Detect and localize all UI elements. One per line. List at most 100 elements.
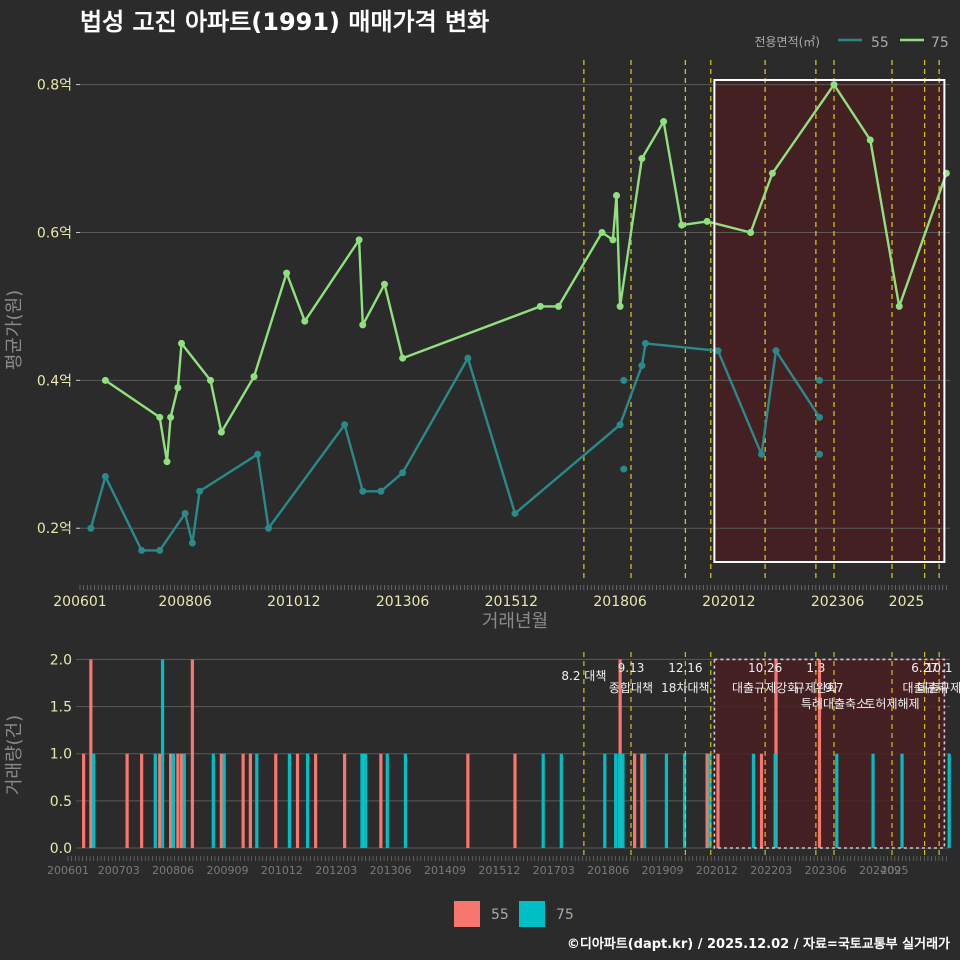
data-point-75 <box>174 384 182 392</box>
bar-y-tick-label: 1.5 <box>50 700 72 716</box>
data-point-75 <box>895 302 903 310</box>
policy-label: 대출규제 <box>917 681 960 695</box>
data-point-55 <box>101 472 109 480</box>
data-point-55 <box>265 524 272 532</box>
bar-55 <box>176 753 180 848</box>
x-tick-label: 201012 <box>267 594 320 610</box>
data-point-55 <box>616 421 624 429</box>
bar-75 <box>255 753 259 848</box>
data-point-55 <box>642 339 649 347</box>
x-tick-label: 200806 <box>158 594 212 610</box>
data-point-55 <box>156 546 164 554</box>
policy-label: 1.3 <box>806 661 825 675</box>
data-point-55 <box>399 469 407 477</box>
data-point-75 <box>163 458 171 466</box>
policy-label: 종합대책 <box>609 680 653 695</box>
bar-75 <box>682 753 687 848</box>
bar-55 <box>817 659 822 848</box>
bar-75 <box>171 753 176 848</box>
bar-55 <box>314 753 318 848</box>
legend: 55 75 55 75 <box>454 35 949 927</box>
data-point-75 <box>703 217 711 225</box>
data-point-75 <box>747 228 755 236</box>
bar-75 <box>403 753 408 848</box>
policy-label: 6.27 <box>911 661 938 675</box>
bar-x-tick-label: 201409 <box>424 864 466 877</box>
bar-75 <box>305 753 310 848</box>
data-point-75 <box>536 302 544 310</box>
bar-x-tick-label: 202409 <box>859 864 901 877</box>
data-point-55 <box>464 354 472 362</box>
bar-75 <box>182 753 186 848</box>
bar-x-tick-label: 201012 <box>261 864 303 877</box>
data-point-55 <box>758 450 765 458</box>
bar-75 <box>360 753 364 848</box>
y-tick-label: 0.8억 <box>37 78 72 94</box>
data-point-75 <box>609 236 617 244</box>
bar-x-tick-label: 202306 <box>805 864 847 877</box>
data-point-55 <box>341 421 349 429</box>
bar-55 <box>343 753 347 848</box>
policy-label: 대출규제 <box>903 681 947 695</box>
bar-y-tick-label: 0.0 <box>50 841 72 857</box>
highlight-region <box>714 80 945 562</box>
bar-55 <box>140 753 144 848</box>
data-point-55 <box>138 546 146 554</box>
data-point-75 <box>250 373 258 381</box>
policy-label: 10.1 <box>926 661 953 675</box>
bar-y-tick-label: 2.0 <box>50 652 72 668</box>
bar-55 <box>190 659 194 848</box>
bar-y-tick-label: 1.0 <box>50 747 72 763</box>
bar-55 <box>466 753 470 848</box>
bar-75 <box>541 753 545 848</box>
bar-75 <box>617 753 621 848</box>
bar-75 <box>773 753 777 848</box>
line-chart-panel: 0.2억 0.4억 0.6억 0.8억 200601 200806 201012 201306… <box>37 60 950 610</box>
policy-label: 8.2 대책 <box>561 668 606 683</box>
data-point-75 <box>355 236 363 244</box>
bar-55 <box>513 753 517 848</box>
data-point-55 <box>638 362 646 370</box>
data-point-75 <box>301 317 309 325</box>
data-point-75 <box>156 413 164 421</box>
chart-title: 법성 고진 아파트(1991) 매매가격 변화 <box>80 8 489 36</box>
x-tick-label: 2025 <box>889 594 925 610</box>
bar-75 <box>92 753 96 848</box>
x-tick-label: 201806 <box>593 594 647 610</box>
bar-y-tick-label: 0.5 <box>50 794 72 810</box>
x-tick-label: 200601 <box>53 594 106 610</box>
bar-55 <box>248 753 252 848</box>
policy-label: 토허제해제 <box>864 697 919 711</box>
bar-x-tick-label: 202012 <box>696 864 738 877</box>
bar-75 <box>222 753 226 848</box>
data-point-55 <box>816 413 823 421</box>
bar-75 <box>900 753 904 848</box>
bar-x-tick-label: 201909 <box>642 864 684 877</box>
data-point-75 <box>207 376 214 384</box>
x-tick-label: 201512 <box>485 594 538 610</box>
bar-75 <box>621 753 625 848</box>
bar-x-tick-label: 2025 <box>881 864 909 877</box>
bar-75 <box>559 753 563 848</box>
legend-title: 전용면적(㎡) <box>754 35 820 49</box>
policy-label: 규제완화 <box>794 681 838 695</box>
bar-x-tick-label: 200601 <box>47 864 89 877</box>
data-point-75 <box>613 191 620 199</box>
bar-x-tick-label: 202203 <box>750 864 792 877</box>
data-point-75 <box>616 302 624 310</box>
bar-55 <box>295 753 300 848</box>
data-point-55 <box>181 509 189 517</box>
data-point-75 <box>381 280 388 288</box>
data-point-75 <box>399 354 407 362</box>
bar-x-tick-label: 200703 <box>98 864 140 877</box>
data-point-55 <box>87 524 95 532</box>
legend-label-55: 55 <box>871 35 889 51</box>
bar-x-tick-label: 200909 <box>207 864 249 877</box>
bar-55 <box>759 753 764 848</box>
policy-label: 18차대책 <box>661 680 709 695</box>
bar-75 <box>614 753 618 848</box>
highlight-frame <box>713 79 946 563</box>
bar-75 <box>751 753 756 848</box>
